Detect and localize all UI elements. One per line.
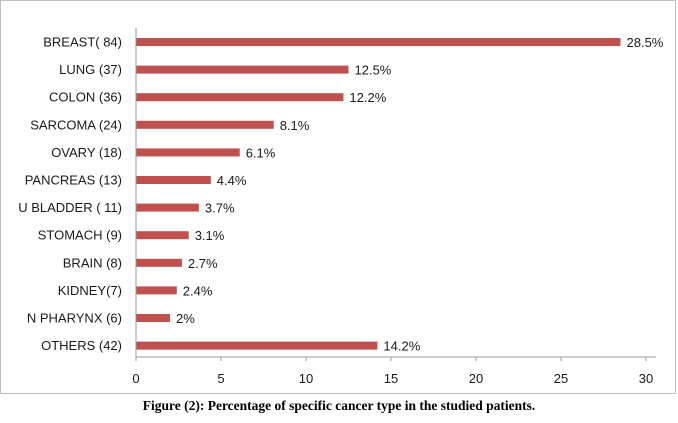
x-tick-label: 0	[132, 371, 139, 386]
bar	[136, 203, 199, 212]
bars-group	[136, 38, 621, 350]
value-label: 3.7%	[205, 201, 235, 216]
bar	[136, 38, 621, 46]
x-tick-label: 10	[299, 371, 313, 386]
x-axis: 0 5 10 15 20 25 30	[132, 28, 656, 386]
category-label: LUNG (37)	[59, 62, 122, 77]
value-label: 2.7%	[188, 256, 218, 271]
category-label: N PHARYNX (6)	[27, 311, 122, 326]
category-label: KIDNEY(7)	[58, 283, 122, 298]
value-label: 14.2%	[383, 339, 420, 354]
x-tick-label: 15	[384, 371, 398, 386]
figure-caption: Figure (2): Percentage of specific cance…	[142, 398, 536, 413]
bar	[136, 65, 349, 74]
value-label: 2%	[176, 311, 195, 326]
value-label: 3.1%	[195, 228, 225, 243]
bar-chart: BREAST( 84) LUNG (37) COLON (36) SARCOMA (2…	[18, 28, 664, 386]
bar	[136, 341, 378, 350]
x-tick-label: 25	[554, 371, 568, 386]
bar	[136, 258, 182, 267]
category-label: BREAST( 84)	[43, 35, 122, 50]
bar	[136, 314, 170, 322]
value-label: 6.1%	[246, 145, 276, 160]
category-label: SARCOMA (24)	[30, 117, 122, 132]
bar	[136, 231, 189, 240]
value-label: 12.2%	[349, 90, 386, 105]
value-label: 12.5%	[355, 63, 392, 78]
x-tick-label: 20	[469, 371, 483, 386]
bar	[136, 120, 274, 129]
category-label: BRAIN (8)	[63, 255, 122, 270]
category-label: PANCREAS (13)	[25, 173, 122, 188]
category-label: OTHERS (42)	[41, 338, 122, 353]
category-label: U BLADDER ( 11)	[18, 200, 122, 215]
value-label: 4.4%	[217, 173, 247, 188]
value-label: 2.4%	[183, 283, 213, 298]
category-label: STOMACH (9)	[38, 228, 122, 243]
category-label: OVARY (18)	[51, 145, 122, 160]
bar	[136, 93, 344, 102]
value-label: 8.1%	[280, 118, 310, 133]
value-label: 28.5%	[627, 35, 664, 50]
category-labels: BREAST( 84) LUNG (37) COLON (36) SARCOMA (2…	[18, 35, 122, 354]
bar	[136, 148, 240, 157]
x-tick-label: 30	[639, 371, 653, 386]
bar	[136, 176, 211, 184]
x-tick-label: 5	[217, 371, 224, 386]
bar	[136, 286, 177, 295]
category-label: COLON (36)	[49, 90, 122, 105]
value-labels: 28.5% 12.5% 12.2% 8.1% 6.1% 4.4% 3.7% 3.1% 2.7% 2…	[176, 35, 664, 354]
